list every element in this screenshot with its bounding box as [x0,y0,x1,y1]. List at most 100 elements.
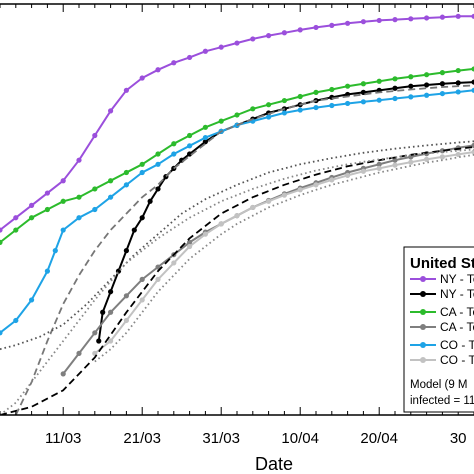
series-5 [92,149,474,356]
legend-entry: CO - To [410,338,474,352]
series-2-point [329,86,335,93]
series-5-point [329,177,335,183]
series-line-6 [0,146,474,415]
series-0-point [218,44,224,50]
x-axis-title: Date [255,454,293,474]
series-2-point [92,186,98,192]
series-4-point [139,169,145,176]
series-3-point [139,276,145,282]
series-line-10 [94,153,474,363]
legend-label: CA - To [440,320,474,334]
series-4-point [155,161,161,167]
series-2-point [313,89,319,95]
legend-entry: CA - To [410,305,474,319]
legend: United St NY - ToNY - To CA - ToCA - To CO… [403,246,474,413]
series-2-point [155,151,161,157]
series-4-point [424,92,430,98]
series-0-point [234,40,240,46]
series-0-point [455,13,461,19]
series-0-point [13,215,19,221]
series-2-point [297,93,303,100]
series-2-point [250,106,256,112]
series-3-point [108,309,114,315]
series-2-point [187,132,193,139]
series-line-7 [14,84,474,415]
series-5-point [408,159,414,165]
series-2-point [439,70,445,76]
series-0-point [471,13,474,19]
series-4-point [92,206,98,213]
series-4-point [60,227,66,233]
legend-label: CO - To [440,353,474,367]
series-5-point [139,297,145,303]
legend-swatch-marker [420,291,426,297]
x-tick-label: 30 [450,430,467,447]
series-0-point [187,54,193,61]
series-0-point [92,132,98,139]
series-4-point [297,107,303,113]
series-5-point [218,221,224,227]
series-1-point [471,79,474,85]
series-0-point [297,27,303,33]
series-2 [0,66,474,245]
series-1-point [108,289,114,295]
series-1-point [155,186,161,192]
legend-entry: CO - To [410,353,474,367]
series-5-point [345,172,351,178]
series-1-point [100,309,106,315]
legend-box [403,246,474,413]
series-0-point [44,190,51,196]
legend-label: CA - To [440,305,474,319]
series-5-point [376,165,382,171]
legend-entry: CA - To [410,320,474,334]
series-0-point [424,15,430,21]
series-2-point [108,178,114,184]
series-4-point [345,100,351,107]
series-0-point [202,48,208,54]
series-0-point [108,108,114,114]
series-5-point [313,182,319,188]
series-4-point [29,297,35,303]
series-1-point [187,151,193,157]
series-1-point [424,82,430,88]
series-0-point [392,17,398,23]
series-0-point [345,20,351,26]
series-5-point [202,231,208,237]
series-0-point [408,16,414,22]
series-0-point [439,14,445,20]
x-tick-label: 21/03 [123,430,161,447]
series-lines [0,13,474,415]
series-4-point [471,87,474,93]
series-5-point [455,151,461,158]
series-5-point [281,192,287,198]
series-5-point [297,187,303,193]
series-line-9 [0,148,474,415]
series-4-point [13,317,19,324]
series-1-point [131,227,137,233]
series-2-point [392,76,398,82]
series-5-point [155,276,161,282]
series-7 [14,84,474,415]
series-5-point [234,213,240,219]
series-8 [0,140,474,351]
series-2-point [0,239,3,245]
legend-label: CO - To [440,338,474,352]
series-5-point [392,162,398,168]
x-tick-label: 20/04 [360,430,398,447]
series-2-point [29,215,35,221]
legend-label: NY - To [440,287,474,301]
series-2-point [424,72,430,78]
series-3-point [155,264,161,270]
legend-note-line2: infected = 11 [410,395,474,407]
series-0-point [171,60,177,66]
series-1-point [147,198,153,204]
series-2-point [376,78,382,84]
series-5-point [123,317,129,324]
series-1-point [202,139,208,145]
x-tick-label: 10/04 [281,430,319,447]
series-3-point [187,239,193,245]
series-2-point [281,97,287,104]
series-0-point [360,19,366,25]
series-4-point [408,94,414,100]
series-5-point [439,154,445,160]
